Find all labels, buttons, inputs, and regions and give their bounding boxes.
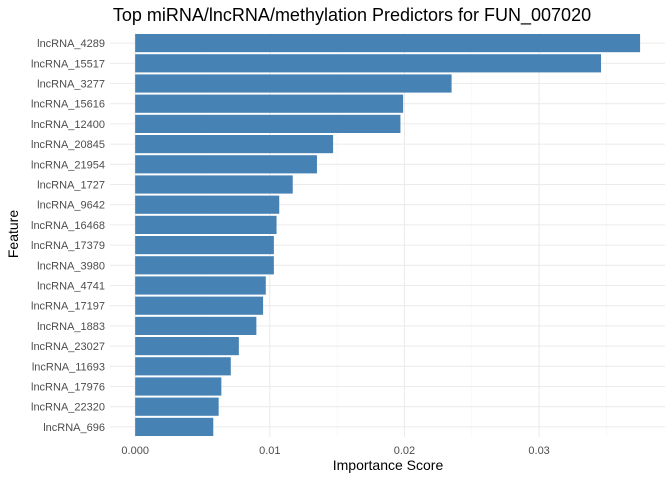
y-tick-label: lncRNA_4741 <box>37 281 105 293</box>
bar <box>135 74 452 93</box>
bar <box>135 276 266 295</box>
y-tick-label: lncRNA_12400 <box>31 119 105 131</box>
bar <box>135 215 277 234</box>
bars <box>135 34 641 436</box>
bar <box>135 357 231 376</box>
x-tick-label: 0.01 <box>259 445 280 457</box>
bar <box>135 397 219 416</box>
y-axis-title: Feature <box>5 210 21 258</box>
bar <box>135 34 641 53</box>
bar <box>135 54 602 73</box>
y-tick-label: lncRNA_696 <box>43 422 105 434</box>
y-tick-label: lncRNA_15517 <box>31 58 105 70</box>
y-tick-label: lncRNA_17379 <box>31 240 105 252</box>
y-tick-label: lncRNA_20845 <box>31 139 105 151</box>
y-tick-label: lncRNA_11693 <box>32 361 105 373</box>
bar <box>135 337 239 356</box>
grid-lines <box>110 33 665 437</box>
y-tick-label: lncRNA_23027 <box>31 341 105 353</box>
y-tick-label: lncRNA_1727 <box>37 180 105 192</box>
bar <box>135 195 280 214</box>
y-tick-label: lncRNA_21954 <box>31 159 105 171</box>
y-tick-label: lncRNA_17197 <box>31 301 105 313</box>
y-tick-label: lncRNA_16468 <box>31 220 105 232</box>
y-tick-label: lncRNA_22320 <box>31 402 105 414</box>
y-tick-labels: lncRNA_4289 lncRNA_15517 lncRNA_3277 lncRNA… <box>31 38 105 434</box>
bar <box>135 236 274 255</box>
y-tick-label: lncRNA_1883 <box>37 321 105 333</box>
y-tick-label: lncRNA_3980 <box>37 260 105 272</box>
bar <box>135 316 257 335</box>
y-tick-label: lncRNA_15616 <box>31 99 105 111</box>
bar <box>135 114 401 133</box>
bar <box>135 135 334 154</box>
bar <box>135 175 293 194</box>
y-tick-label: lncRNA_9642 <box>37 200 105 212</box>
bar <box>135 417 214 436</box>
plot-area <box>110 33 665 437</box>
y-tick-label: lncRNA_17976 <box>31 382 105 394</box>
x-tick-label: 0.02 <box>394 445 415 457</box>
bar <box>135 94 404 113</box>
x-tick-label: 0.000 <box>121 445 149 457</box>
bar <box>135 256 274 275</box>
y-tick-label: lncRNA_3277 <box>37 79 105 91</box>
bar <box>135 377 222 396</box>
x-tick-labels: 0.000 0.01 0.02 0.03 <box>121 445 549 457</box>
x-axis-title: Importance Score <box>333 457 444 473</box>
bar <box>135 296 264 315</box>
bar <box>135 155 317 174</box>
x-tick-label: 0.03 <box>528 445 549 457</box>
y-tick-label: lncRNA_4289 <box>37 38 105 50</box>
chart-title: Top miRNA/lncRNA/methylation Predictors … <box>113 5 591 26</box>
